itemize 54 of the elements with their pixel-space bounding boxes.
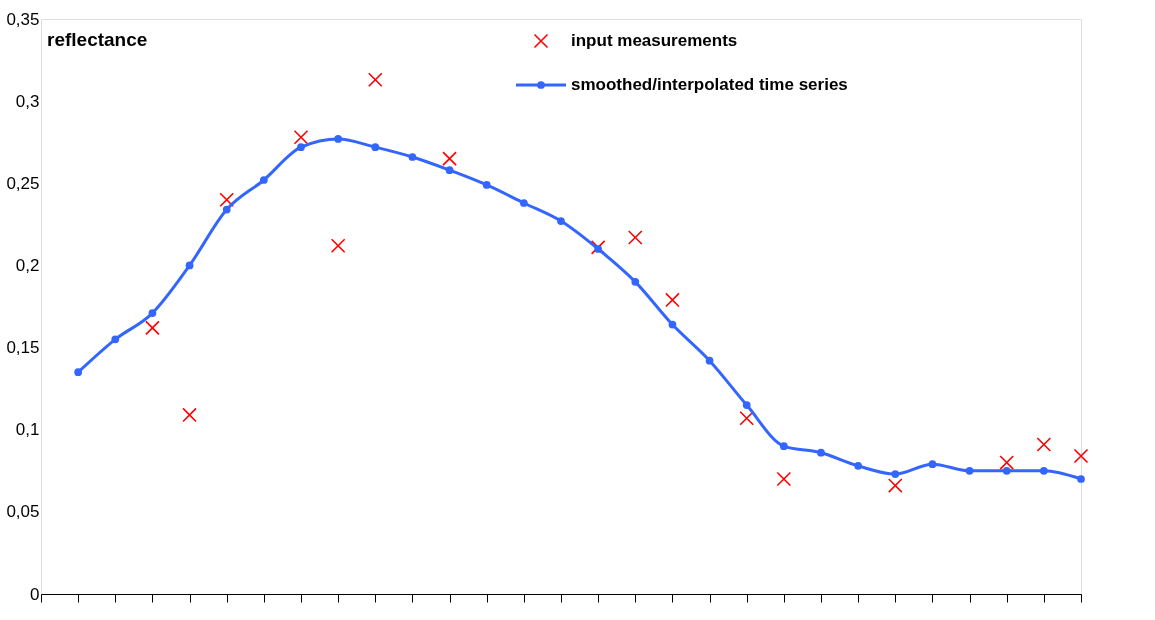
point: [665, 292, 680, 308]
point: [148, 309, 157, 317]
point: [928, 460, 937, 469]
point: [887, 478, 903, 493]
point: [1002, 466, 1011, 475]
y-tick-label: 0: [30, 584, 40, 604]
point: [1077, 475, 1085, 483]
point: [705, 356, 714, 365]
point: [259, 176, 268, 184]
y-tick-label: 0,15: [6, 338, 40, 358]
point: [519, 199, 528, 207]
point: [222, 205, 231, 214]
point: [371, 143, 380, 152]
y-tick-label: 0,35: [6, 9, 40, 29]
point: [442, 151, 457, 166]
point: [330, 238, 346, 254]
point: [742, 401, 751, 409]
point: [111, 335, 120, 344]
point: [594, 245, 603, 253]
point: [854, 461, 863, 470]
point: [891, 470, 900, 478]
point: [367, 72, 383, 88]
point: [334, 135, 343, 143]
point: [145, 320, 160, 336]
point: [965, 466, 974, 475]
point: [74, 368, 83, 377]
y-tick-label: 0,05: [6, 502, 40, 522]
legend-label: smoothed/interpolated time series: [571, 75, 848, 94]
point: [185, 261, 194, 270]
y-tick-label: 0,1: [15, 420, 40, 440]
y-tick-label: 0,25: [6, 173, 40, 193]
point: [739, 410, 755, 426]
point: [482, 181, 491, 189]
point: [776, 471, 792, 487]
point: [408, 153, 417, 161]
point: [999, 455, 1015, 470]
point: [182, 407, 197, 423]
point: [1039, 466, 1048, 475]
point: [1073, 448, 1089, 464]
point: [297, 143, 305, 152]
point: [557, 217, 565, 225]
y-tick-label: 0,3: [15, 91, 40, 111]
point: [445, 166, 454, 175]
point: [817, 448, 825, 457]
y-axis-title: reflectance: [47, 29, 148, 50]
point: [631, 277, 640, 286]
point: [779, 442, 788, 451]
legend-label: input measurements: [571, 31, 738, 50]
point: [668, 320, 677, 329]
y-tick-label: 0,2: [15, 255, 40, 275]
point: [1036, 437, 1052, 452]
point: [219, 192, 235, 208]
point: [293, 129, 309, 145]
point: [627, 230, 643, 245]
